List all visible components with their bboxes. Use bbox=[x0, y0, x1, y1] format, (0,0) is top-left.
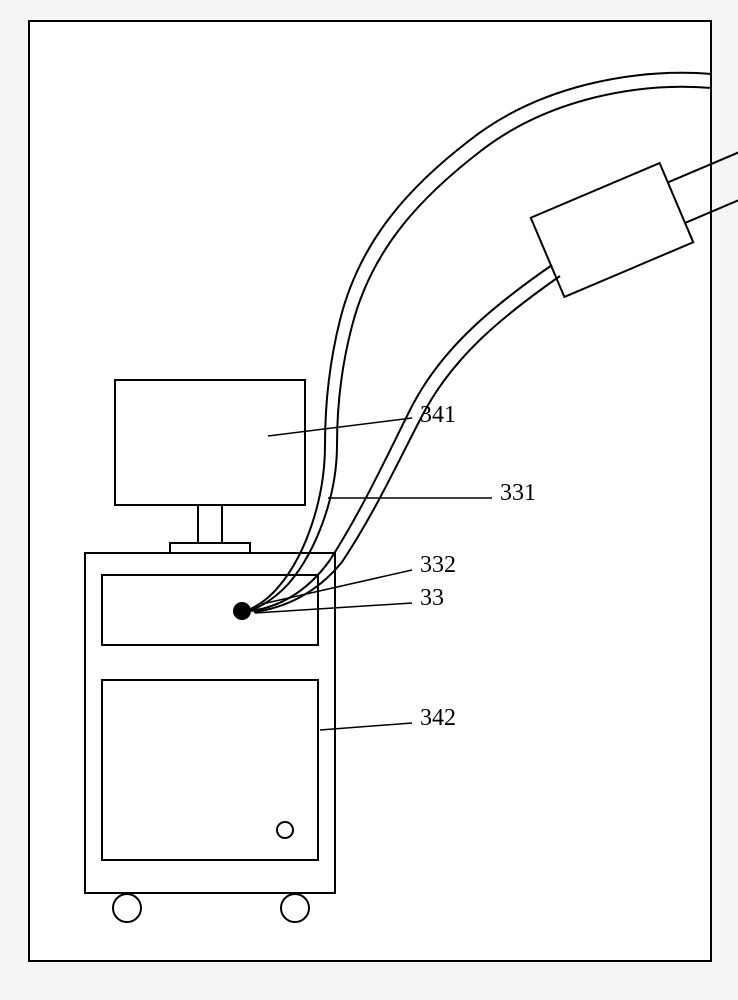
angled-device bbox=[531, 124, 738, 297]
cable-top-inner bbox=[250, 87, 712, 611]
label-331: 331 bbox=[500, 480, 536, 507]
diagram-svg bbox=[0, 0, 738, 1000]
label-33: 33 bbox=[420, 585, 444, 612]
connection-node bbox=[233, 602, 251, 620]
monitor-stand bbox=[198, 505, 222, 543]
monitor-screen bbox=[115, 380, 305, 505]
label-341: 341 bbox=[420, 402, 456, 429]
monitor-base bbox=[170, 543, 250, 553]
cabinet-button-icon bbox=[277, 822, 293, 838]
wheel-right bbox=[281, 894, 309, 922]
wheel-left bbox=[113, 894, 141, 922]
label-342: 342 bbox=[420, 705, 456, 732]
label-332: 332 bbox=[420, 552, 456, 579]
